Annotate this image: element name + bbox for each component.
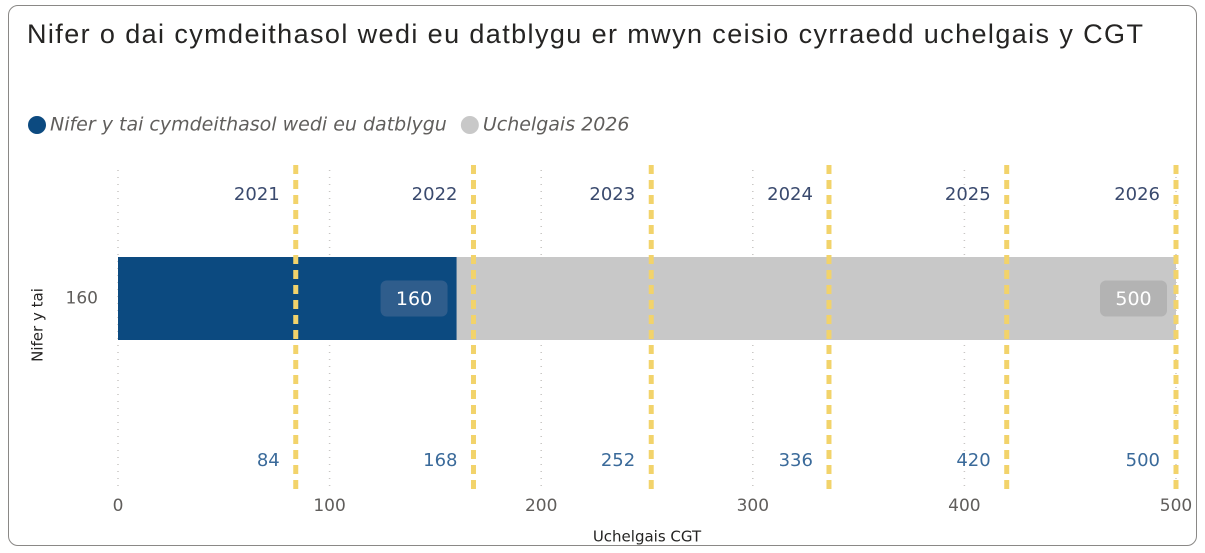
y-axis-label: Nifer y tai	[29, 288, 47, 362]
reference-value-label: 420	[956, 450, 990, 471]
data-label: 160	[396, 288, 432, 310]
reference-value-label: 500	[1126, 450, 1160, 471]
legend-marker	[28, 116, 46, 134]
data-label-bg	[1100, 280, 1167, 317]
reference-year-label: 2026	[1114, 184, 1160, 205]
reference-year-label: 2024	[767, 184, 813, 205]
reference-value-label: 336	[779, 450, 813, 471]
x-tick-label: 0	[113, 496, 124, 516]
chart-title: Nifer o dai cymdeithasol wedi eu datblyg…	[27, 19, 1145, 49]
reference-year-label: 2021	[234, 184, 280, 205]
y-tick-label: 160	[66, 289, 98, 309]
reference-year-label: 2023	[589, 184, 635, 205]
data-label-bg	[380, 280, 448, 317]
x-tick-label: 400	[948, 496, 980, 516]
reference-value-label: 168	[423, 450, 457, 471]
card-frame	[8, 5, 1197, 546]
x-axis-label: Uchelgais CGT	[593, 528, 702, 546]
reference-year-label: 2025	[945, 184, 991, 205]
x-tick-label: 300	[737, 496, 769, 516]
x-tick-label: 200	[525, 496, 557, 516]
legend-marker	[460, 116, 479, 134]
reference-year-label: 2022	[412, 184, 458, 205]
x-tick-label: 500	[1160, 496, 1192, 516]
data-label: 500	[1115, 288, 1151, 310]
x-tick-label: 100	[313, 496, 345, 516]
legend-label: Uchelgais 2026	[483, 114, 630, 136]
legend-label: Nifer y tai cymdeithasol wedi eu datblyg…	[50, 114, 447, 136]
reference-value-label: 84	[257, 450, 280, 471]
reference-value-label: 252	[601, 450, 635, 471]
